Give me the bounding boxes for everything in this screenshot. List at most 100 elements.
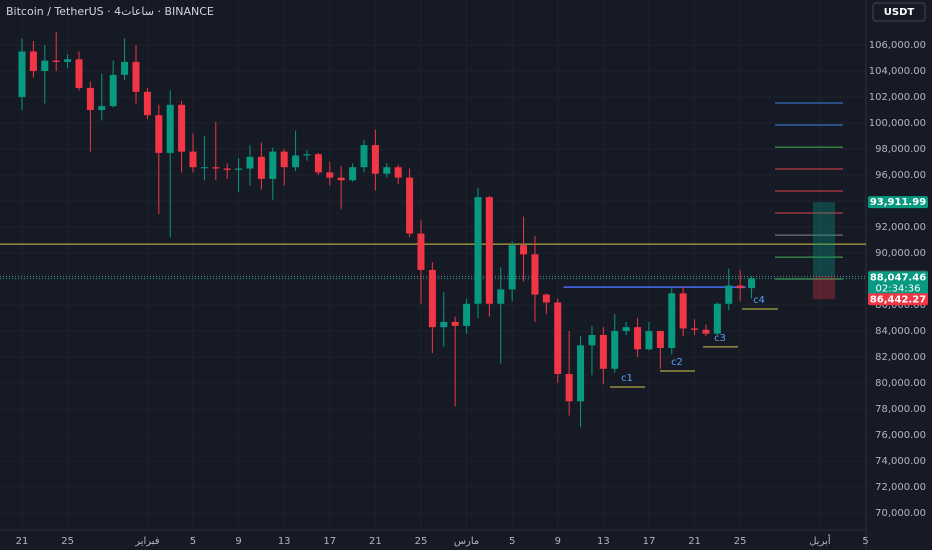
- candle-body: [508, 245, 516, 290]
- candle-body: [485, 197, 493, 304]
- candle-body: [748, 278, 756, 289]
- target-zone: [813, 202, 835, 277]
- x-tick-label: 9: [235, 536, 241, 547]
- candle-body: [360, 145, 368, 168]
- candle-body: [166, 104, 174, 153]
- candle-body: [246, 156, 254, 169]
- candle-body: [223, 168, 231, 170]
- y-tick-label: 78,000.00: [875, 404, 926, 415]
- candle-body: [736, 285, 744, 289]
- y-tick-label: 96,000.00: [875, 170, 926, 181]
- candle-body: [143, 91, 151, 116]
- candle-body: [155, 115, 163, 153]
- x-tick-label: 5: [862, 536, 868, 547]
- candle-body: [189, 151, 197, 168]
- last-price-box: [868, 271, 928, 296]
- x-tick-label: مارس: [454, 536, 479, 547]
- candle-body: [86, 87, 94, 111]
- y-tick-label: 74,000.00: [875, 456, 926, 467]
- candle-body: [611, 331, 619, 369]
- candle-body: [257, 156, 265, 179]
- candle-body: [326, 172, 334, 178]
- target-price-label-box: [868, 196, 928, 209]
- x-tick-label: 17: [323, 536, 336, 547]
- stop-price-label: 86,442.27: [870, 294, 926, 305]
- candle-body: [451, 321, 459, 326]
- candle-body: [577, 345, 585, 402]
- candle-body: [29, 51, 37, 71]
- candle-body: [417, 233, 425, 270]
- candle-body: [463, 303, 471, 326]
- candle-body: [383, 167, 391, 174]
- candle-body: [394, 167, 402, 178]
- candle-body: [474, 197, 482, 304]
- candle-body: [235, 168, 243, 170]
- x-tick-label: 13: [597, 536, 610, 547]
- candle-body: [98, 106, 106, 111]
- candle-body: [337, 177, 345, 181]
- candle-body: [713, 303, 721, 334]
- currency-button-label[interactable]: USDT: [884, 7, 915, 18]
- candle-body: [121, 61, 129, 75]
- y-tick-label: 84,000.00: [875, 326, 926, 337]
- x-tick-label: 21: [16, 536, 29, 547]
- x-tick-label: 25: [61, 536, 74, 547]
- y-tick-label: 92,000.00: [875, 222, 926, 233]
- candle-body: [132, 61, 140, 92]
- y-tick-label: 76,000.00: [875, 430, 926, 441]
- candle-body: [725, 285, 733, 304]
- candle-body: [303, 154, 311, 156]
- candle-body: [269, 151, 277, 179]
- candle-body: [656, 331, 664, 348]
- candle-body: [371, 145, 379, 174]
- x-tick-label: فبراير: [134, 536, 160, 547]
- candle-body: [52, 60, 60, 62]
- candle-body: [440, 321, 448, 328]
- candle-body: [668, 293, 676, 348]
- candle-body: [18, 51, 26, 98]
- candle-body: [622, 327, 630, 332]
- y-tick-label: 82,000.00: [875, 352, 926, 363]
- candle-body: [645, 331, 653, 350]
- stop-zone: [813, 276, 835, 300]
- candle-body: [200, 167, 208, 169]
- candle-body: [542, 294, 550, 303]
- last-price-label: 88,047.46: [870, 272, 926, 283]
- x-tick-label: 13: [278, 536, 291, 547]
- annotation-label: c3: [714, 333, 726, 344]
- candle-body: [349, 167, 357, 181]
- chart-title: Bitcoin / TetherUS · 4ساعات · BINANCE: [6, 5, 214, 18]
- candle-body: [41, 60, 49, 71]
- candle-body: [406, 177, 414, 234]
- annotation-label: c1: [621, 373, 633, 384]
- x-tick-label: 21: [688, 536, 701, 547]
- stop-price-label-box: [868, 293, 928, 306]
- currency-button[interactable]: [872, 2, 926, 22]
- y-tick-label: 70,000.00: [875, 508, 926, 519]
- x-tick-label: 25: [415, 536, 428, 547]
- candle-body: [554, 302, 562, 374]
- candle-body: [428, 269, 436, 328]
- annotation-label: c4: [753, 295, 765, 306]
- y-tick-label: 90,000.00: [875, 248, 926, 259]
- x-tick-label: 25: [734, 536, 747, 547]
- countdown-label: 02:34:36: [876, 283, 921, 294]
- candle-body: [588, 334, 596, 346]
- y-tick-label: 102,000.00: [869, 92, 926, 103]
- candle-body: [679, 293, 687, 329]
- candle-body: [702, 329, 710, 334]
- candle-body: [64, 59, 72, 62]
- candle-body: [691, 328, 699, 330]
- candle-body: [497, 289, 505, 304]
- y-tick-label: 72,000.00: [875, 482, 926, 493]
- plot-layer: [0, 0, 866, 530]
- candle-body: [634, 327, 642, 350]
- candle-body: [520, 245, 528, 255]
- y-tick-label: 106,000.00: [869, 40, 926, 51]
- y-tick-label: 86,000.00: [875, 300, 926, 311]
- candle-body: [109, 74, 117, 107]
- x-tick-label: 21: [369, 536, 382, 547]
- candle-body: [178, 104, 186, 152]
- x-tick-label: 5: [190, 536, 196, 547]
